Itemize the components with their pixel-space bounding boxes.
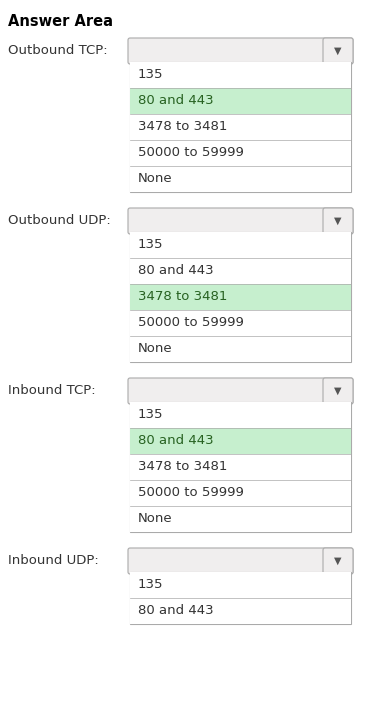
Text: 50000 to 59999: 50000 to 59999 [138,486,244,500]
Text: None: None [138,173,173,185]
FancyBboxPatch shape [128,378,353,404]
FancyBboxPatch shape [130,232,351,362]
FancyBboxPatch shape [130,232,351,258]
Text: 135: 135 [138,68,164,81]
FancyBboxPatch shape [323,378,353,404]
Text: ▼: ▼ [334,46,342,56]
Text: 135: 135 [138,578,164,592]
Text: ▼: ▼ [334,386,342,396]
FancyBboxPatch shape [130,62,351,192]
Text: 50000 to 59999: 50000 to 59999 [138,317,244,329]
FancyBboxPatch shape [130,140,351,166]
FancyBboxPatch shape [130,284,351,310]
Text: 135: 135 [138,239,164,252]
FancyBboxPatch shape [130,402,351,428]
Text: 135: 135 [138,409,164,421]
FancyBboxPatch shape [130,166,351,192]
FancyBboxPatch shape [130,310,351,336]
FancyBboxPatch shape [130,62,351,88]
Text: Inbound TCP:: Inbound TCP: [8,384,96,398]
Text: ▼: ▼ [334,556,342,566]
Text: 50000 to 59999: 50000 to 59999 [138,146,244,160]
Text: 3478 to 3481: 3478 to 3481 [138,120,227,133]
Text: 80 and 443: 80 and 443 [138,605,214,617]
FancyBboxPatch shape [130,114,351,140]
FancyBboxPatch shape [130,572,351,598]
Text: Answer Area: Answer Area [8,14,113,29]
FancyBboxPatch shape [130,506,351,532]
FancyBboxPatch shape [130,402,351,532]
FancyBboxPatch shape [323,548,353,574]
FancyBboxPatch shape [128,548,353,574]
FancyBboxPatch shape [130,336,351,362]
Text: 80 and 443: 80 and 443 [138,265,214,277]
FancyBboxPatch shape [323,208,353,234]
FancyBboxPatch shape [130,454,351,480]
Text: None: None [138,513,173,525]
FancyBboxPatch shape [130,572,351,624]
FancyBboxPatch shape [130,258,351,284]
Text: ▼: ▼ [334,216,342,226]
Text: 80 and 443: 80 and 443 [138,434,214,448]
Text: 3478 to 3481: 3478 to 3481 [138,290,227,304]
FancyBboxPatch shape [130,480,351,506]
Text: Inbound UDP:: Inbound UDP: [8,555,99,568]
Text: 3478 to 3481: 3478 to 3481 [138,461,227,473]
FancyBboxPatch shape [130,88,351,114]
Text: Outbound TCP:: Outbound TCP: [8,44,108,58]
Text: None: None [138,342,173,356]
FancyBboxPatch shape [130,428,351,454]
FancyBboxPatch shape [323,38,353,64]
Text: 80 and 443: 80 and 443 [138,95,214,108]
Text: Outbound UDP:: Outbound UDP: [8,215,111,227]
FancyBboxPatch shape [128,208,353,234]
FancyBboxPatch shape [128,38,353,64]
FancyBboxPatch shape [130,598,351,624]
